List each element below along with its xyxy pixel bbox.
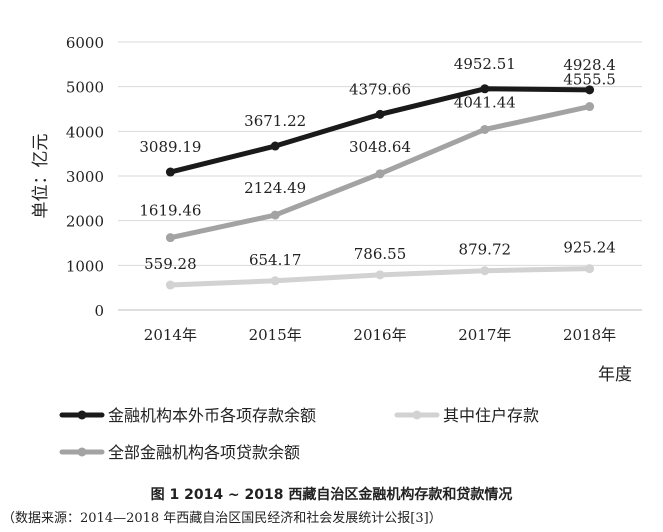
data-point bbox=[375, 109, 385, 119]
data-point bbox=[165, 233, 175, 243]
gridlines bbox=[118, 41, 642, 311]
data-label: 925.24 bbox=[563, 239, 616, 257]
data-point bbox=[585, 102, 595, 112]
legend-label: 其中住户存款 bbox=[443, 406, 539, 425]
data-label: 4952.51 bbox=[454, 55, 516, 73]
y-tick-label: 0 bbox=[94, 302, 104, 320]
y-tick-label: 6000 bbox=[66, 34, 104, 52]
x-tick-label: 2016年 bbox=[353, 326, 406, 344]
data-point bbox=[375, 270, 385, 280]
data-point bbox=[480, 84, 490, 94]
data-label: 4928.4 bbox=[563, 56, 616, 74]
data-point bbox=[270, 210, 280, 220]
data-point bbox=[375, 169, 385, 179]
data-label: 559.28 bbox=[144, 255, 197, 273]
y-tick-label: 5000 bbox=[66, 79, 104, 97]
legend-swatch-marker bbox=[77, 447, 87, 457]
data-point bbox=[270, 141, 280, 151]
x-axis-label: 年度 bbox=[598, 365, 632, 385]
data-point bbox=[585, 264, 595, 274]
series-line bbox=[167, 86, 593, 175]
data-point bbox=[480, 266, 490, 276]
y-tick-label: 2000 bbox=[66, 213, 104, 231]
y-tick-label: 4000 bbox=[66, 123, 104, 141]
data-label: 786.55 bbox=[354, 245, 407, 263]
data-label: 3048.64 bbox=[349, 138, 411, 156]
data-label: 3089.19 bbox=[139, 138, 201, 156]
data-point bbox=[270, 276, 280, 286]
series bbox=[165, 84, 595, 290]
x-tick-label: 2014年 bbox=[144, 326, 197, 344]
x-tick-label: 2015年 bbox=[249, 326, 302, 344]
data-label: 654.17 bbox=[249, 251, 302, 269]
data-label: 4041.44 bbox=[454, 93, 516, 111]
data-label: 4379.66 bbox=[349, 80, 411, 98]
data-labels: 3089.19 3671.22 4379.66 4952.51 4928.4 559.28… bbox=[139, 55, 615, 273]
data-point bbox=[165, 167, 175, 177]
legend-label: 金融机构本外币各项存款余额 bbox=[108, 406, 316, 425]
x-tick-label: 2018年 bbox=[563, 326, 616, 344]
legend-swatch-marker bbox=[77, 410, 87, 420]
data-point bbox=[165, 280, 175, 290]
legend-label: 全部金融机构各项贷款余额 bbox=[108, 443, 300, 462]
data-point bbox=[585, 85, 595, 95]
y-tick-label: 1000 bbox=[66, 257, 104, 275]
data-label: 3671.22 bbox=[244, 112, 306, 130]
data-label: 1619.46 bbox=[139, 202, 201, 220]
y-axis-label: 单位：亿元 bbox=[31, 134, 51, 219]
data-label: 4555.5 bbox=[563, 71, 616, 89]
data-label: 2124.49 bbox=[244, 179, 306, 197]
data-label: 879.72 bbox=[459, 241, 512, 259]
figure-caption: 图 1 2014 ~ 2018 西藏自治区金融机构存款和贷款情况 bbox=[150, 487, 513, 503]
line-chart: 0 1000 2000 3000 4000 5000 6000 2014年 2015年 2016年… bbox=[31, 34, 642, 462]
figure-source: （数据来源：2014—2018 年西藏自治区国民经济和社会发展统计公报[3]） bbox=[2, 511, 442, 526]
y-tick-label: 3000 bbox=[66, 168, 104, 186]
x-tick-label: 2017年 bbox=[458, 326, 511, 344]
axes: 0 1000 2000 3000 4000 5000 6000 2014年 2015年 2016年… bbox=[31, 34, 632, 385]
data-point bbox=[480, 124, 490, 134]
legend-swatch-marker bbox=[412, 410, 422, 420]
